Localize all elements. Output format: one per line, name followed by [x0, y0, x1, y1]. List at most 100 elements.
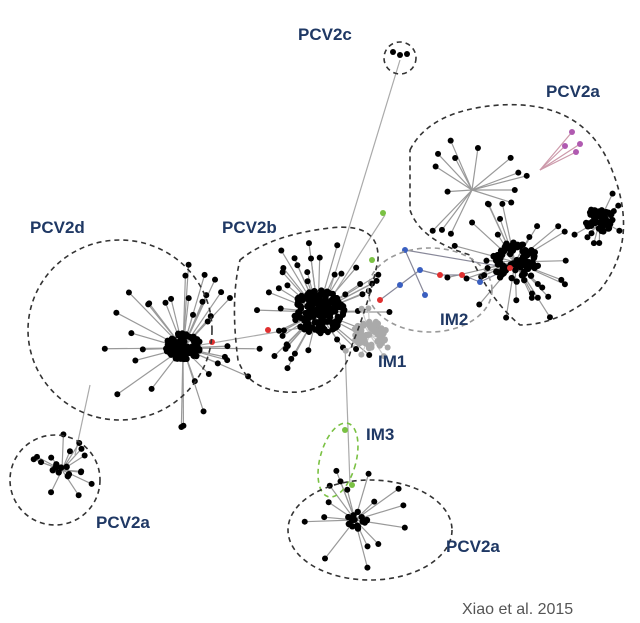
node [304, 269, 311, 276]
edge [61, 469, 80, 496]
node [404, 51, 410, 57]
node [275, 285, 282, 292]
node [451, 242, 458, 249]
node [353, 264, 360, 271]
node [332, 318, 339, 325]
node [477, 279, 483, 285]
node [397, 52, 403, 58]
node [182, 272, 189, 279]
node [463, 275, 470, 282]
node [38, 459, 45, 466]
node [511, 187, 518, 194]
cluster-label: IM1 [378, 352, 406, 371]
node [207, 313, 214, 320]
node [201, 271, 208, 278]
node [57, 464, 65, 471]
node [592, 211, 599, 219]
node [288, 355, 295, 362]
node [304, 278, 311, 285]
node [280, 327, 287, 334]
node [351, 325, 359, 333]
cluster-label: PCV2d [30, 218, 85, 237]
node [561, 281, 568, 288]
node [401, 524, 408, 531]
node [528, 290, 535, 297]
node [493, 268, 500, 275]
edge [539, 143, 581, 171]
cluster-outline [233, 226, 379, 394]
node [369, 257, 375, 263]
node [321, 514, 328, 521]
edge [539, 131, 573, 171]
node [337, 478, 344, 485]
edge [329, 59, 401, 291]
node [422, 292, 428, 298]
node [484, 264, 491, 271]
cluster-outline [27, 239, 213, 421]
edge [61, 469, 82, 472]
node [168, 295, 175, 302]
node [395, 485, 402, 492]
node [375, 541, 382, 548]
node [334, 336, 341, 343]
node [212, 276, 219, 283]
node [145, 301, 152, 308]
node [318, 287, 325, 294]
node [342, 291, 349, 298]
node [518, 272, 526, 279]
node [358, 351, 365, 358]
node [316, 254, 323, 261]
edge [435, 166, 473, 191]
node [284, 282, 291, 289]
node [474, 144, 481, 151]
cluster-label: PCV2a [446, 537, 500, 556]
edge [61, 434, 65, 471]
node [521, 276, 528, 284]
cluster-label: IM3 [366, 425, 394, 444]
node [312, 300, 320, 307]
node [376, 342, 384, 349]
node [573, 149, 579, 155]
node [362, 340, 369, 347]
node [33, 453, 40, 460]
edge [471, 147, 479, 191]
node [185, 261, 192, 268]
node [515, 169, 522, 176]
node [357, 327, 365, 334]
node [314, 319, 322, 326]
node [528, 294, 535, 301]
node [371, 498, 378, 505]
node [562, 257, 569, 264]
node [254, 307, 261, 314]
node [148, 385, 155, 392]
node [384, 344, 391, 351]
node [265, 327, 271, 333]
node [294, 262, 301, 269]
node [291, 255, 298, 262]
node [333, 467, 340, 474]
node [63, 463, 70, 471]
node [591, 219, 599, 227]
node [481, 272, 488, 279]
node [337, 301, 345, 308]
cluster-label: PCV2a [96, 513, 150, 532]
node [354, 508, 361, 516]
node [444, 188, 451, 195]
node [192, 343, 199, 351]
node [81, 452, 88, 459]
node [364, 564, 371, 571]
node [218, 289, 225, 296]
nodes [30, 49, 623, 571]
node [417, 267, 423, 273]
node [545, 293, 552, 300]
node [48, 454, 55, 461]
node [531, 252, 538, 260]
node [349, 482, 355, 488]
node [561, 228, 568, 235]
node [224, 357, 231, 364]
node [291, 350, 298, 357]
node [503, 244, 510, 252]
node [128, 330, 135, 337]
node [484, 200, 491, 207]
node [528, 246, 535, 254]
